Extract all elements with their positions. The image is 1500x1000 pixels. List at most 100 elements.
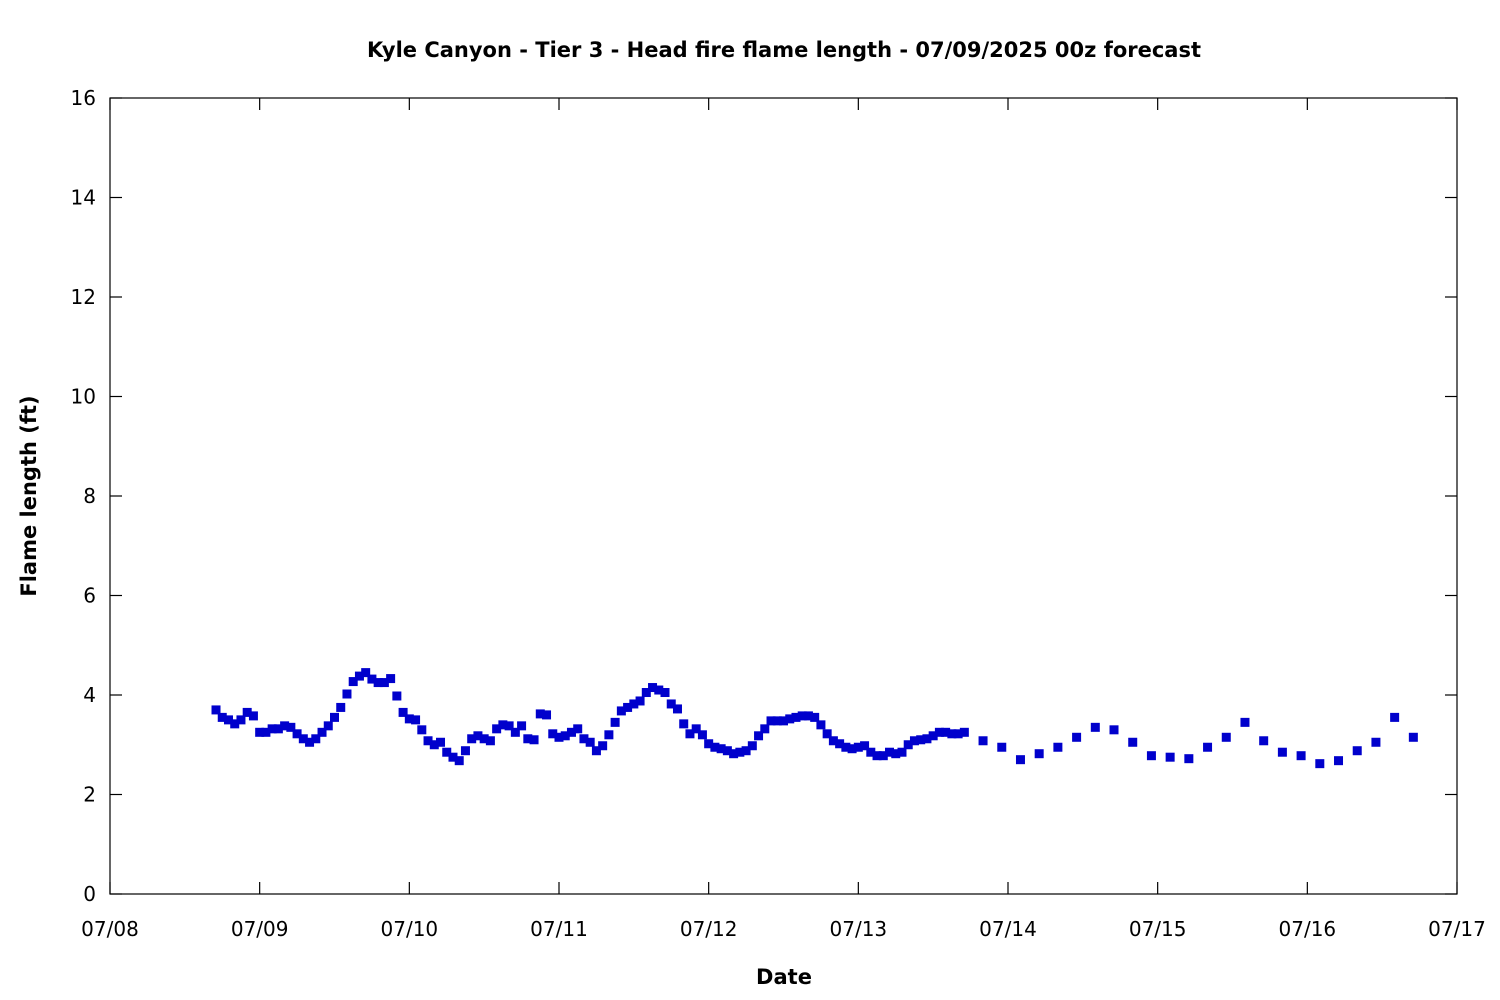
data-point: [959, 727, 969, 737]
data-point: [635, 696, 645, 706]
chart-title: Kyle Canyon - Tier 3 - Head fire flame l…: [367, 38, 1201, 62]
x-tick-label: 07/15: [1129, 917, 1187, 941]
data-point: [785, 714, 795, 724]
y-tick-label: 8: [83, 484, 96, 508]
data-point: [641, 688, 651, 698]
data-point: [666, 699, 676, 709]
y-tick-label: 10: [71, 385, 96, 409]
data-point: [298, 734, 308, 744]
data-point: [398, 707, 408, 717]
data-point: [735, 747, 745, 757]
data-point: [909, 736, 919, 746]
data-point: [754, 731, 764, 741]
data-point: [978, 736, 988, 746]
data-point: [629, 699, 639, 709]
data-point: [467, 734, 477, 744]
y-tick-label: 12: [71, 285, 96, 309]
data-point: [317, 727, 327, 737]
data-point: [828, 736, 838, 746]
data-point: [1221, 732, 1231, 742]
data-point: [1334, 756, 1344, 766]
data-point: [361, 668, 371, 678]
data-point: [604, 730, 614, 740]
data-point: [423, 736, 433, 746]
data-point: [660, 688, 670, 698]
data-point: [722, 746, 732, 756]
data-points: [211, 668, 1418, 769]
data-point: [623, 702, 633, 712]
data-point: [504, 721, 514, 731]
data-point: [554, 732, 564, 742]
data-point: [305, 737, 315, 747]
x-tick-label: 07/16: [1279, 917, 1337, 941]
data-point: [411, 715, 421, 725]
data-point: [648, 683, 658, 693]
data-point: [672, 704, 682, 714]
data-point: [897, 747, 907, 757]
axis-ticks: [109, 97, 1458, 895]
data-point: [573, 724, 583, 734]
data-point: [704, 739, 714, 749]
data-point: [517, 721, 527, 731]
data-point: [928, 731, 938, 741]
data-point: [610, 717, 620, 727]
data-point: [760, 724, 770, 734]
data-point: [835, 739, 845, 749]
data-point: [1240, 717, 1250, 727]
x-tick-label: 07/11: [530, 917, 588, 941]
data-point: [616, 706, 626, 716]
data-point: [311, 734, 321, 744]
data-point: [211, 705, 221, 715]
data-point: [542, 710, 552, 720]
x-tick-label: 07/12: [680, 917, 738, 941]
data-point: [523, 734, 533, 744]
y-tick-label: 16: [71, 86, 96, 110]
data-point: [878, 751, 888, 761]
data-point: [1352, 746, 1362, 756]
data-point: [903, 740, 913, 750]
data-point: [267, 724, 277, 734]
data-point: [1053, 742, 1063, 752]
data-point: [248, 711, 258, 721]
data-point: [535, 709, 545, 719]
data-point: [766, 716, 776, 726]
data-point: [810, 712, 820, 722]
x-tick-label: 07/08: [81, 917, 139, 941]
data-point: [280, 721, 290, 731]
data-point: [1371, 737, 1381, 747]
data-point: [460, 746, 470, 756]
data-point: [679, 719, 689, 729]
data-point: [548, 729, 558, 739]
data-point: [741, 746, 751, 756]
data-point: [1165, 752, 1175, 762]
data-point: [779, 716, 788, 726]
data-point: [654, 685, 664, 695]
data-point: [373, 678, 383, 688]
data-point: [529, 735, 539, 745]
data-point: [716, 744, 726, 754]
data-point: [1184, 754, 1194, 764]
x-tick-label: 07/17: [1428, 917, 1486, 941]
data-point: [479, 734, 489, 744]
x-tick-label: 07/13: [830, 917, 888, 941]
data-point: [473, 731, 483, 741]
y-tick-label: 6: [83, 584, 96, 608]
data-point: [429, 740, 439, 750]
data-point: [803, 711, 813, 721]
y-tick-label: 2: [83, 783, 96, 807]
data-point: [685, 729, 695, 739]
tick-labels: 07/08 07/09 07/10 07/11 07/12 07/13 07/14 07/15…: [71, 86, 1486, 941]
data-point: [885, 747, 895, 757]
data-point: [230, 719, 240, 729]
data-point: [330, 712, 339, 722]
data-point: [916, 735, 926, 745]
data-point: [367, 674, 377, 684]
data-point: [822, 729, 832, 739]
data-point: [953, 729, 963, 739]
data-point: [442, 747, 452, 757]
data-point: [342, 689, 352, 699]
data-point: [1072, 732, 1082, 742]
data-point: [436, 737, 446, 747]
y-axis-label: Flame length (ft): [17, 395, 41, 596]
